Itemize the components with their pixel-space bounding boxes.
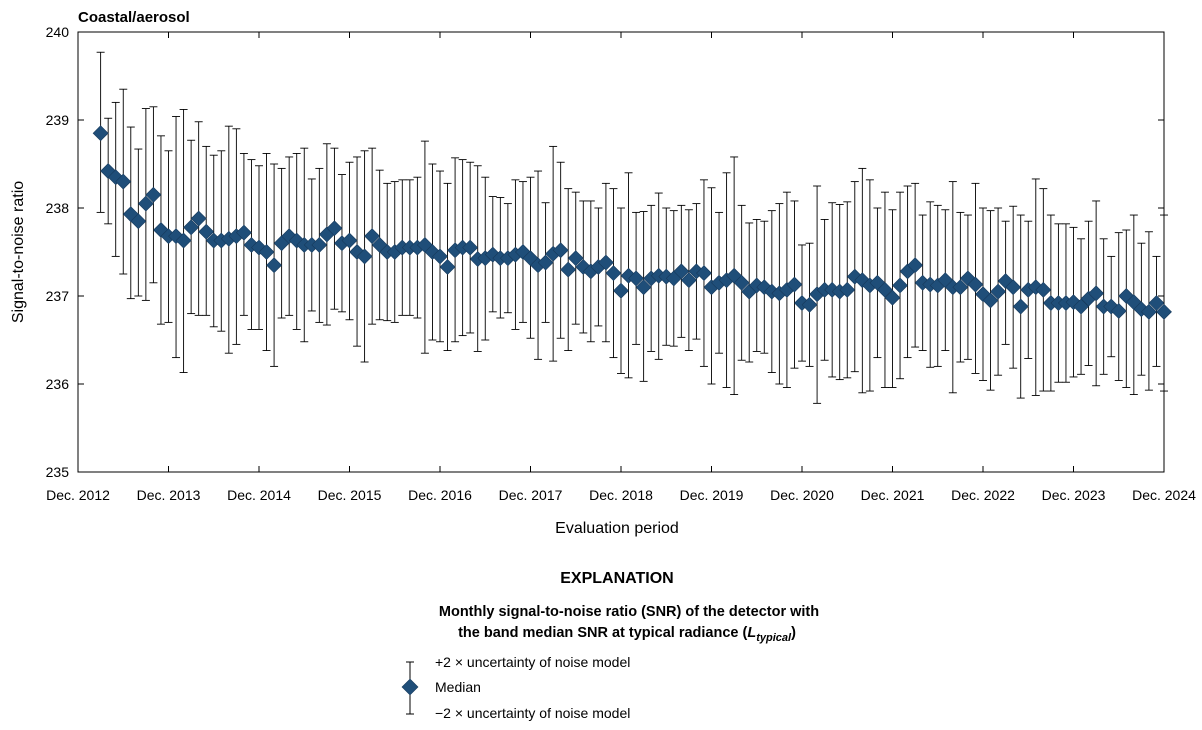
median-marker	[1110, 303, 1127, 319]
median-marker	[635, 279, 652, 296]
median-marker	[982, 292, 999, 309]
x-tick-label: Dec. 2022	[951, 487, 1015, 503]
median-marker	[560, 261, 577, 278]
x-tick-label: Dec. 2019	[680, 487, 744, 503]
median-marker	[537, 254, 554, 271]
legend-description-subscript: typical	[756, 632, 792, 644]
legend-description-line2-pre: the band median SNR at typical radiance …	[458, 625, 747, 641]
median-marker	[1073, 298, 1089, 315]
median-marker	[786, 276, 803, 293]
median-marker	[484, 246, 501, 263]
y-tick-label: 239	[46, 112, 70, 128]
median-marker	[1005, 279, 1022, 296]
median-marker	[130, 213, 147, 230]
y-tick-label: 237	[46, 288, 70, 304]
median-marker	[1156, 303, 1172, 320]
y-tick-label: 240	[46, 24, 70, 40]
median-marker	[266, 257, 283, 274]
x-tick-label: Dec. 2024	[1132, 487, 1196, 503]
legend-description-line2: the band median SNR at typical radiance …	[458, 625, 796, 644]
y-axis-title: Signal-to-noise ratio	[10, 181, 27, 323]
y-tick-label: 238	[46, 200, 70, 216]
median-marker	[628, 270, 645, 287]
legend-description-line1: Monthly signal-to-noise ratio (SNR) of t…	[439, 604, 819, 620]
median-marker	[605, 265, 622, 282]
legend-median-label: Median	[435, 679, 481, 695]
median-marker	[567, 250, 584, 267]
legend-heading: EXPLANATION	[560, 570, 673, 587]
x-axis-title: Evaluation period	[555, 520, 679, 537]
x-tick-label: Dec. 2023	[1042, 487, 1106, 503]
x-axis: Dec. 2012 Dec. 2013 Dec. 2014 Dec. 2015 Dec.…	[46, 32, 1196, 503]
median-marker	[1148, 295, 1165, 311]
x-tick-label: Dec. 2014	[227, 487, 291, 503]
median-marker	[341, 232, 358, 249]
legend-description-symbol: L	[747, 625, 756, 641]
chart-title: Coastal/aerosol	[78, 9, 190, 26]
legend-description-line2-post: )	[791, 625, 796, 641]
median-marker	[1088, 285, 1105, 302]
median-marker	[673, 263, 690, 280]
median-marker	[839, 281, 856, 298]
median-marker	[145, 186, 162, 203]
median-marker	[439, 259, 456, 275]
median-marker	[235, 224, 252, 241]
median-marker	[967, 276, 984, 293]
median-marker	[613, 282, 629, 299]
median-marker	[356, 248, 373, 265]
legend-plus-label: +2 × uncertainty of noise model	[435, 654, 630, 670]
median-marker	[892, 277, 908, 294]
x-tick-label: Dec. 2018	[589, 487, 653, 503]
x-tick-label: Dec. 2013	[137, 487, 201, 503]
median-marker	[1012, 298, 1029, 315]
median-marker	[198, 223, 215, 240]
median-marker	[137, 195, 154, 212]
median-marker	[552, 242, 569, 259]
x-tick-label: Dec. 2016	[408, 487, 472, 503]
median-marker	[597, 254, 614, 271]
median-marker	[680, 272, 697, 289]
median-marker	[115, 173, 132, 190]
median-marker	[364, 228, 381, 245]
x-tick-label: Dec. 2012	[46, 487, 110, 503]
median-marker	[311, 237, 328, 253]
median-marker	[92, 125, 109, 142]
median-marker	[190, 210, 207, 227]
median-marker	[432, 248, 448, 265]
legend-median-diamond	[401, 678, 419, 696]
y-tick-label: 236	[46, 376, 70, 392]
median-markers	[92, 125, 1172, 320]
x-tick-label: Dec. 2021	[861, 487, 925, 503]
x-tick-label: Dec. 2015	[318, 487, 382, 503]
median-marker	[801, 296, 818, 313]
median-marker	[733, 274, 750, 291]
error-bars	[96, 51, 1168, 404]
median-marker	[990, 283, 1007, 300]
median-marker	[326, 220, 343, 237]
x-tick-label: Dec. 2020	[770, 487, 834, 503]
median-marker	[462, 239, 479, 256]
legend: EXPLANATION Monthly signal-to-noise rati…	[401, 570, 819, 721]
median-marker	[696, 265, 712, 282]
median-marker	[1140, 303, 1157, 320]
y-axis: 235 236 237 238 239 240	[46, 24, 1164, 480]
legend-errorbar-symbol	[401, 661, 419, 715]
median-marker	[884, 289, 901, 306]
y-tick-label: 235	[46, 464, 70, 480]
median-marker	[175, 232, 192, 249]
median-marker	[877, 281, 893, 298]
median-marker	[1035, 281, 1052, 298]
median-marker	[258, 244, 275, 260]
legend-minus-label: −2 × uncertainty of noise model	[435, 705, 630, 721]
x-tick-label: Dec. 2017	[499, 487, 563, 503]
median-marker	[907, 257, 924, 274]
median-marker	[183, 219, 200, 236]
median-marker	[952, 279, 969, 296]
